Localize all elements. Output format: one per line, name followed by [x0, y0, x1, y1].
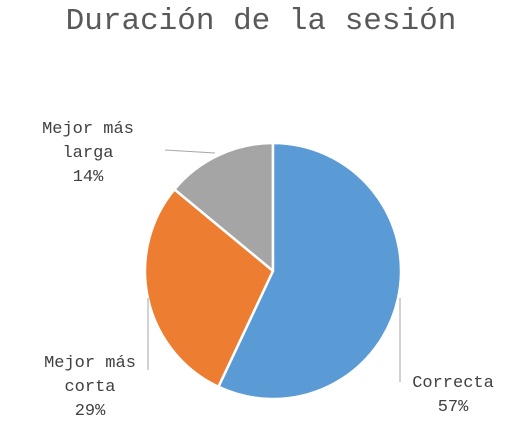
category-label: Mejor más corta: [44, 354, 136, 397]
leader-line: [164, 149, 216, 154]
value-label: 29%: [74, 402, 106, 421]
data-label: Mejor más larga 14%: [28, 118, 148, 190]
category-label: Correcta: [412, 374, 494, 393]
data-label: Mejor más corta 29%: [30, 352, 150, 424]
chart-title: Duración de la sesión: [65, 4, 457, 39]
value-label: 57%: [437, 398, 469, 417]
value-label: 14%: [72, 168, 104, 187]
pie-slice: [216, 141, 403, 401]
pie-slice: [172, 141, 275, 274]
data-label: Correcta 57%: [393, 372, 513, 420]
category-label: Mejor más larga: [42, 120, 134, 163]
